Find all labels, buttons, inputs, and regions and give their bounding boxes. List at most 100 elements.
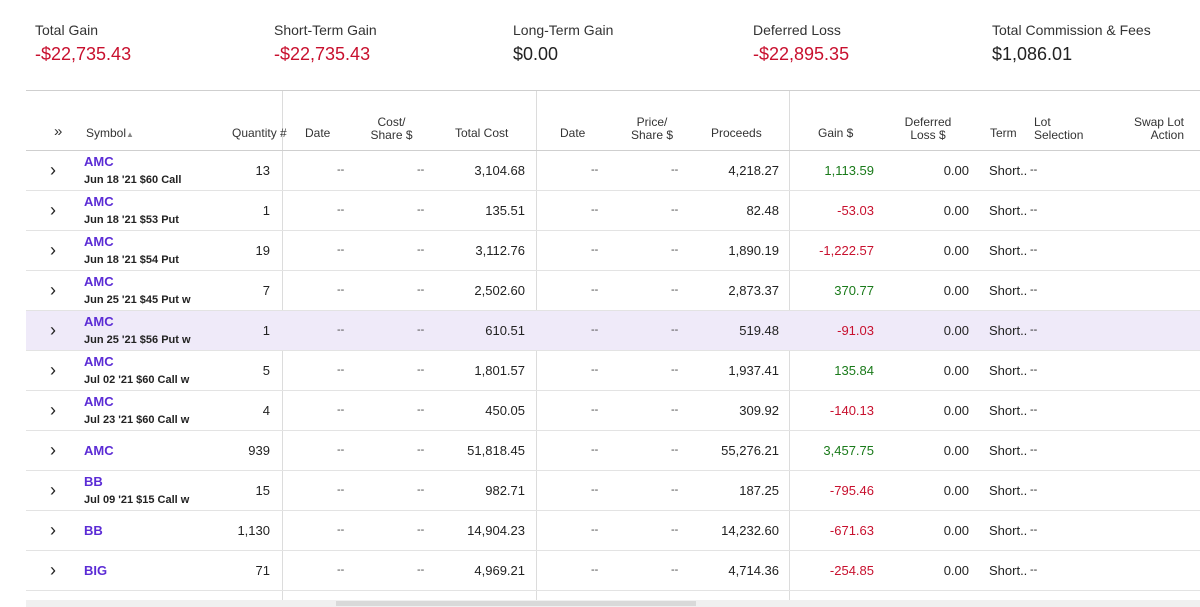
column-header-cost-share[interactable]: Cost/ Share $ bbox=[366, 116, 417, 142]
table-row[interactable]: › AMC Jun 18 '21 $54 Put 19 -- -- 3,112.76 -- --… bbox=[26, 231, 1200, 271]
expand-row-chevron-icon[interactable]: › bbox=[50, 160, 56, 180]
symbol-link[interactable]: BB bbox=[84, 523, 103, 538]
proceeds-cell: 55,276.21 bbox=[721, 443, 779, 458]
total-gain-label: Total Gain bbox=[35, 22, 99, 38]
lot-selection-cell: -- bbox=[1030, 284, 1038, 296]
acquired-date-cell: -- bbox=[337, 564, 345, 576]
total-cost-cell: 51,818.45 bbox=[467, 443, 525, 458]
symbol-link[interactable]: BIG bbox=[84, 563, 108, 578]
proceeds-cell: 1,890.19 bbox=[728, 243, 779, 258]
term-cell: Short.. bbox=[989, 403, 1028, 418]
symbol-link[interactable]: AMC bbox=[84, 314, 114, 329]
symbol-link[interactable]: AMC bbox=[84, 354, 114, 369]
column-header-deferred-loss[interactable]: Deferred Loss $ bbox=[898, 116, 958, 142]
quantity-cell: 1,130 bbox=[237, 523, 270, 538]
lot-selection-cell: -- bbox=[1030, 404, 1038, 416]
sold-date-cell: -- bbox=[591, 484, 599, 496]
table-row[interactable]: › BB Jul 09 '21 $15 Call w 15 -- -- 982.71 -- --… bbox=[26, 471, 1200, 511]
table-row[interactable]: › AMC Jun 25 '21 $56 Put w 1 -- -- 610.51 -- -- 5… bbox=[26, 311, 1200, 351]
term-cell: Short.. bbox=[989, 243, 1028, 258]
sold-date-cell: -- bbox=[591, 564, 599, 576]
table-header: » Symbol▲ Quantity # Date Cost/ Share $ … bbox=[26, 91, 1200, 151]
sold-date-cell: -- bbox=[591, 404, 599, 416]
term-cell: Short.. bbox=[989, 163, 1028, 178]
column-header-total-cost[interactable]: Total Cost bbox=[455, 126, 509, 140]
swap-header-line1: Swap Lot bbox=[1133, 115, 1184, 129]
cost-share-cell: -- bbox=[417, 444, 425, 456]
price-share-cell: -- bbox=[671, 444, 679, 456]
expand-row-chevron-icon[interactable]: › bbox=[50, 360, 56, 380]
table-row[interactable]: › AMC Jun 18 '21 $53 Put 1 -- -- 135.51 -- -- 82.… bbox=[26, 191, 1200, 231]
expand-row-chevron-icon[interactable]: › bbox=[50, 560, 56, 580]
column-header-gain[interactable]: Gain $ bbox=[818, 126, 854, 140]
total-commission-label: Total Commission & Fees bbox=[992, 22, 1151, 38]
column-header-term[interactable]: Term bbox=[990, 126, 1017, 140]
symbol-link[interactable]: AMC bbox=[84, 234, 114, 249]
proceeds-cell: 2,873.37 bbox=[728, 283, 779, 298]
table-row[interactable]: › BIG 71 -- -- 4,969.21 -- -- 4,714.36 -254.85 0.0… bbox=[26, 551, 1200, 591]
short-term-gain-value: -$22,735.43 bbox=[274, 44, 371, 64]
acquired-date-cell: -- bbox=[337, 324, 345, 336]
long-term-gain-label: Long-Term Gain bbox=[513, 22, 614, 38]
table-row[interactable]: › AMC Jun 18 '21 $60 Call 13 -- -- 3,104.68 -- -… bbox=[26, 151, 1200, 191]
column-header-proceeds[interactable]: Proceeds bbox=[711, 126, 762, 140]
table-row[interactable]: › AMC Jul 02 '21 $60 Call w 5 -- -- 1,801.57 --… bbox=[26, 351, 1200, 391]
column-header-sold-date[interactable]: Date bbox=[560, 126, 586, 140]
gain-cell: 3,457.75 bbox=[823, 443, 874, 458]
expand-row-chevron-icon[interactable]: › bbox=[50, 280, 56, 300]
lot-selection-cell: -- bbox=[1030, 164, 1038, 176]
column-header-lot-selection[interactable]: Lot Selection bbox=[1034, 116, 1083, 142]
symbol-link[interactable]: AMC bbox=[84, 194, 114, 209]
price-share-header-line1: Price/ bbox=[636, 115, 668, 129]
price-share-cell: -- bbox=[671, 204, 679, 216]
deferred-loss-cell: 0.00 bbox=[943, 523, 969, 538]
column-header-symbol[interactable]: Symbol▲ bbox=[86, 127, 134, 141]
expand-row-chevron-icon[interactable]: › bbox=[50, 320, 56, 340]
acquired-date-cell: -- bbox=[337, 204, 345, 216]
symbol-link[interactable]: AMC bbox=[84, 394, 114, 409]
table-row[interactable]: › AMC Jul 23 '21 $60 Call w 4 -- -- 450.05 -- --… bbox=[26, 391, 1200, 431]
cost-share-cell: -- bbox=[417, 284, 425, 296]
expand-row-chevron-icon[interactable]: › bbox=[50, 240, 56, 260]
deferred-loss-cell: 0.00 bbox=[943, 323, 969, 338]
column-header-swap-lot[interactable]: Swap Lot Action bbox=[1122, 116, 1184, 142]
table-row[interactable]: › AMC 939 -- -- 51,818.45 -- -- 55,276.21 3,457.7… bbox=[26, 431, 1200, 471]
scrollbar-thumb[interactable] bbox=[336, 601, 696, 606]
acquired-date-cell: -- bbox=[337, 484, 345, 496]
deferred-header-line1: Deferred bbox=[904, 115, 952, 129]
table-row[interactable]: › BB 1,130 -- -- 14,904.23 -- -- 14,232.60 -671.6… bbox=[26, 511, 1200, 551]
column-header-quantity[interactable]: Quantity # bbox=[232, 126, 287, 140]
expand-row-chevron-icon[interactable]: › bbox=[50, 200, 56, 220]
expand-row-chevron-icon[interactable]: › bbox=[50, 400, 56, 420]
sold-date-cell: -- bbox=[591, 244, 599, 256]
symbol-link[interactable]: AMC bbox=[84, 443, 114, 458]
gain-cell: -671.63 bbox=[829, 523, 874, 538]
option-description: Jul 09 '21 $15 Call w bbox=[84, 494, 190, 506]
total-cost-cell: 1,801.57 bbox=[474, 363, 525, 378]
table-row[interactable]: › AMC Jun 25 '21 $45 Put w 7 -- -- 2,502.60 -- -… bbox=[26, 271, 1200, 311]
lot-selection-cell: -- bbox=[1030, 564, 1038, 576]
horizontal-scrollbar[interactable] bbox=[26, 600, 1200, 607]
option-description: Jun 25 '21 $45 Put w bbox=[84, 294, 191, 306]
expand-row-chevron-icon[interactable]: › bbox=[50, 480, 56, 500]
gain-cell: 1,113.59 bbox=[824, 163, 874, 178]
price-share-cell: -- bbox=[671, 484, 679, 496]
deferred-loss-cell: 0.00 bbox=[943, 203, 969, 218]
gain-cell: -53.03 bbox=[837, 203, 874, 218]
expand-row-chevron-icon[interactable]: › bbox=[50, 520, 56, 540]
column-header-acquired-date[interactable]: Date bbox=[305, 126, 331, 140]
swap-header-line2: Action bbox=[1150, 128, 1184, 142]
symbol-link[interactable]: AMC bbox=[84, 274, 114, 289]
price-share-cell: -- bbox=[671, 564, 679, 576]
quantity-cell: 1 bbox=[262, 203, 270, 218]
symbol-link[interactable]: BB bbox=[84, 474, 103, 489]
gain-cell: 135.84 bbox=[834, 363, 874, 378]
column-header-price-share[interactable]: Price/ Share $ bbox=[626, 116, 678, 142]
deferred-loss-cell: 0.00 bbox=[943, 443, 969, 458]
proceeds-cell: 4,218.27 bbox=[728, 163, 779, 178]
expand-all-icon[interactable]: » bbox=[54, 123, 63, 140]
symbol-link[interactable]: AMC bbox=[84, 154, 114, 169]
quantity-cell: 71 bbox=[255, 563, 270, 578]
price-share-cell: -- bbox=[671, 324, 679, 336]
expand-row-chevron-icon[interactable]: › bbox=[50, 440, 56, 460]
